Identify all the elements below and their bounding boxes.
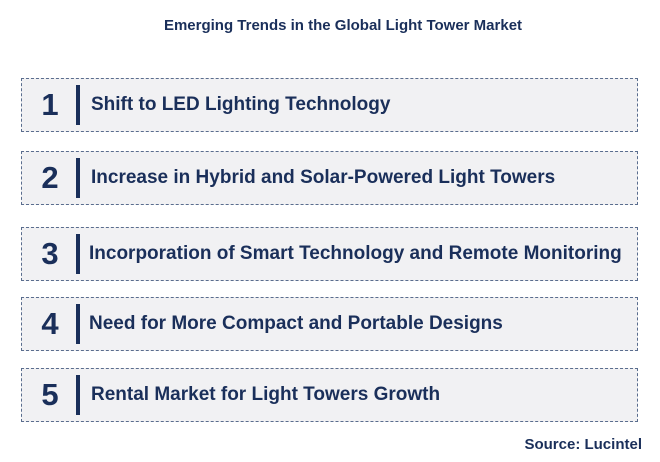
trend-label: Rental Market for Light Towers Growth <box>91 384 441 405</box>
trend-item-5: 5 Rental Market for Light Towers Growth <box>21 368 638 422</box>
trend-number: 2 <box>41 160 59 195</box>
trend-label: Incorporation of Smart Technology and Re… <box>89 243 622 264</box>
divider-bar <box>76 85 80 125</box>
trend-number: 3 <box>41 236 59 271</box>
trend-item-3: 3 Incorporation of Smart Technology and … <box>21 227 638 281</box>
source-label: Source: Lucintel <box>524 436 642 453</box>
trend-number: 5 <box>41 377 59 412</box>
trend-item-4: 4 Need for More Compact and Portable Des… <box>21 297 638 351</box>
divider-bar <box>76 158 80 198</box>
trend-item-2: 2 Increase in Hybrid and Solar-Powered L… <box>21 151 638 205</box>
trend-label: Shift to LED Lighting Technology <box>91 94 391 115</box>
trend-item-1: 1 Shift to LED Lighting Technology <box>21 78 638 132</box>
trend-label: Need for More Compact and Portable Desig… <box>89 313 503 334</box>
trend-number: 1 <box>41 87 59 122</box>
trend-number: 4 <box>41 306 59 341</box>
divider-bar <box>76 304 80 344</box>
diagram-title: Emerging Trends in the Global Light Towe… <box>163 17 523 34</box>
trend-label: Increase in Hybrid and Solar-Powered Lig… <box>91 167 556 188</box>
divider-bar <box>76 234 80 274</box>
divider-bar <box>76 375 80 415</box>
